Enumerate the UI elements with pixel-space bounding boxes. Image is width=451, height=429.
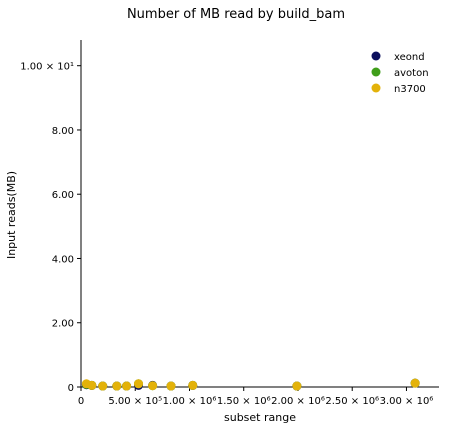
x-tick-label: 3.00 × 10⁶ bbox=[380, 396, 434, 407]
data-point bbox=[98, 381, 108, 391]
series-xeond bbox=[81, 378, 420, 391]
legend-label: n3700 bbox=[394, 84, 426, 95]
data-point bbox=[166, 381, 176, 391]
y-axis-label: Input reads(MB) bbox=[5, 171, 18, 259]
data-point bbox=[87, 380, 97, 390]
data-point bbox=[188, 380, 198, 390]
series-n3700 bbox=[81, 378, 420, 391]
x-tick-label: 1.00 × 10⁶ bbox=[163, 396, 217, 407]
x-axis-label: subset range bbox=[224, 411, 296, 424]
legend-marker bbox=[371, 83, 381, 93]
chart-title: Number of MB read by build_bam bbox=[127, 7, 345, 22]
x-tick-label: 5.00 × 10⁵ bbox=[108, 396, 162, 407]
y-tick-label: 4.00 bbox=[52, 254, 74, 265]
y-tick-label: 0 bbox=[68, 383, 74, 394]
x-tick-label: 2.50 × 10⁶ bbox=[325, 396, 379, 407]
y-axis-ticks: 0 2.00 4.00 6.00 8.00 1.00 × 10¹ bbox=[20, 62, 81, 394]
legend-marker bbox=[371, 67, 381, 77]
y-tick-label: 1.00 × 10¹ bbox=[20, 62, 74, 73]
data-point bbox=[133, 379, 143, 389]
y-tick-label: 2.00 bbox=[52, 319, 74, 330]
x-tick-label: 1.50 × 10⁶ bbox=[217, 396, 271, 407]
x-tick-label: 0 bbox=[78, 396, 84, 407]
legend-label: avoton bbox=[394, 68, 429, 79]
data-points bbox=[81, 378, 420, 391]
data-point bbox=[148, 381, 158, 391]
y-tick-label: 8.00 bbox=[52, 126, 74, 137]
data-point bbox=[112, 381, 122, 391]
legend-marker bbox=[371, 51, 381, 61]
data-point bbox=[122, 381, 132, 391]
x-axis-ticks: 0 5.00 × 10⁵ 1.00 × 10⁶ 1.50 × 10⁶ 2.00 × 10… bbox=[78, 387, 434, 407]
legend-label: xeond bbox=[394, 52, 425, 63]
legend: xeond avoton n3700 bbox=[371, 51, 429, 95]
data-point bbox=[292, 381, 302, 391]
series-avoton bbox=[81, 378, 420, 391]
y-tick-label: 6.00 bbox=[52, 190, 74, 201]
data-point bbox=[410, 378, 420, 388]
plot-area: 02.004.006.008.001.00 × 10¹ 0 5.00 × 10⁵ 1… bbox=[20, 40, 439, 407]
x-tick-label: 2.00 × 10⁶ bbox=[271, 396, 325, 407]
